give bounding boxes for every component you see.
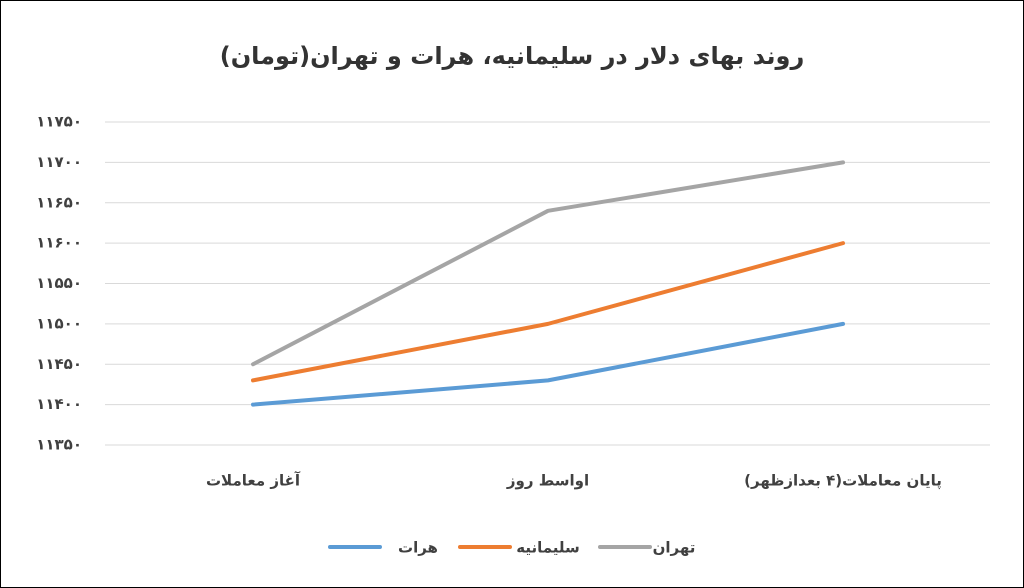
line-series [251, 241, 845, 383]
x-tick-label: آغاز معاملات [206, 472, 301, 490]
line-series [251, 160, 845, 367]
y-tick-label: ۱۱۶۰۰ [36, 234, 82, 252]
y-tick-label: ۱۱۵۵۰ [36, 274, 82, 292]
y-tick-label: ۱۱۳۵۰ [36, 436, 82, 454]
y-tick-label: ۱۱۶۵۰ [36, 193, 82, 211]
y-tick-label: ۱۱۴۵۰ [36, 355, 82, 373]
y-tick-label: ۱۱۴۰۰ [36, 395, 82, 413]
x-tick-label: پایان معاملات(۴ بعدازظهر) [744, 472, 942, 491]
legend-label: هرات [398, 539, 438, 557]
legend-label: سلیمانیه [516, 539, 580, 557]
y-tick-label: ۱۱۷۰۰ [36, 153, 82, 171]
y-tick-label: ۱۱۷۵۰ [36, 113, 82, 131]
y-tick-label: ۱۱۵۰۰ [36, 314, 82, 332]
x-tick-label: اواسط روز [506, 472, 589, 490]
chart-title: روند بهای دلار در سلیمانیه، هرات و تهران… [220, 42, 805, 70]
line-series [251, 321, 845, 407]
legend-label: تهران [653, 539, 696, 557]
